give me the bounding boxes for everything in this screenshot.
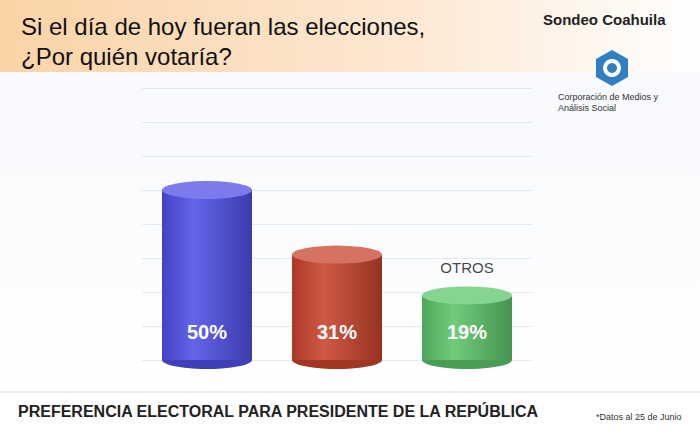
svg-text:PREFERENCIA ELECTORAL PARA PRE: PREFERENCIA ELECTORAL PARA PRESIDENTE DE… bbox=[18, 402, 538, 420]
svg-text:31%: 31% bbox=[317, 321, 357, 343]
svg-text:¿Por quién votaría?: ¿Por quién votaría? bbox=[21, 43, 232, 70]
svg-text:Análisis Social: Análisis Social bbox=[558, 103, 616, 113]
svg-text:Corporación de Medios y: Corporación de Medios y bbox=[558, 92, 661, 102]
svg-text:*Datos al 25 de Junio: *Datos al 25 de Junio bbox=[596, 412, 682, 422]
svg-text:19%: 19% bbox=[447, 321, 487, 343]
svg-text:Sondeo Coahuila: Sondeo Coahuila bbox=[543, 11, 666, 28]
svg-text:Si el día de hoy fueran las el: Si el día de hoy fueran las elecciones, bbox=[21, 13, 425, 40]
svg-text:OTROS: OTROS bbox=[440, 259, 493, 276]
svg-text:50%: 50% bbox=[187, 321, 227, 343]
